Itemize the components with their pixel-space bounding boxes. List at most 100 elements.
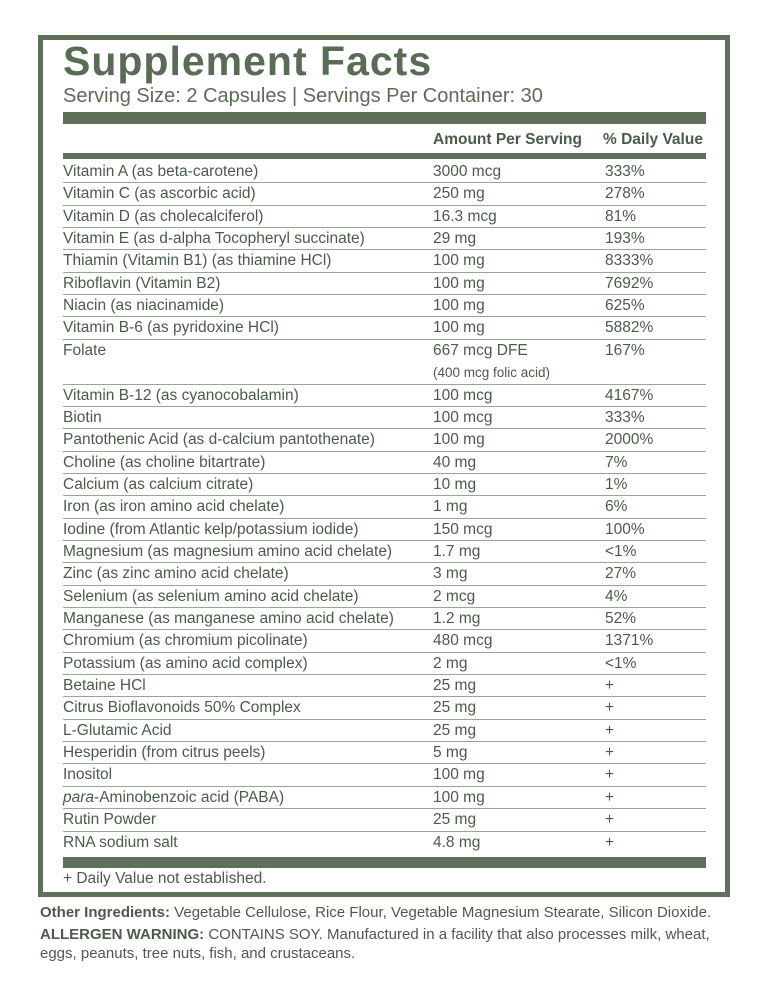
nutrient-name: Potassium (as amino acid complex) <box>63 655 308 673</box>
name-text: Calcium (as calcium citrate) <box>63 475 254 493</box>
title: Supplement Facts <box>63 38 433 84</box>
header-bar <box>63 153 706 159</box>
nutrient-name: Zinc (as zinc amino acid chelate) <box>63 565 289 583</box>
row-separator <box>63 808 706 810</box>
daily-value: 167% <box>605 341 645 359</box>
name-text: Vitamin D (as cholecalciferol) <box>63 207 264 225</box>
nutrient-name: Rutin Powder <box>63 811 156 829</box>
amount: 40 mg <box>433 453 477 471</box>
daily-value: 52% <box>605 610 637 627</box>
nutrient-name: Vitamin B-12 (as cyanocobalamin) <box>63 387 299 405</box>
daily-value: + <box>605 721 615 739</box>
name-text: Manganese (as manganese amino acid chela… <box>63 610 394 627</box>
italic-prefix: para <box>63 788 95 806</box>
row-separator <box>63 495 706 497</box>
nutrient-name: Inositol <box>63 766 112 784</box>
nutrient-name: Calcium (as calcium citrate) <box>63 476 253 494</box>
nutrient-name: Iron (as iron amino acid chelate) <box>63 498 284 516</box>
nutrient-name: Betaine HCl <box>63 677 146 695</box>
row-separator <box>63 629 706 631</box>
daily-value: 4% <box>605 587 628 605</box>
text: Vegetable Cellulose, Rice Flour, Vegetab… <box>174 904 712 921</box>
facts-box <box>38 35 730 897</box>
name-text: Vitamin C (as ascorbic acid) <box>63 185 256 203</box>
row-separator <box>63 338 706 340</box>
name-text: Rutin Powder <box>63 811 157 829</box>
name-text: Potassium (as amino acid complex) <box>63 654 308 672</box>
row-separator <box>63 539 706 541</box>
amount: 100 mcg <box>433 386 493 404</box>
nutrient-name: Biotin <box>63 409 102 427</box>
nutrient-name: Manganese (as manganese amino acid chela… <box>63 610 394 628</box>
name-text: Iodine (from Atlantic kelp/potassium iod… <box>63 520 359 538</box>
row-separator <box>63 741 706 743</box>
nutrient-name: Chromium (as chromium picolinate) <box>63 632 308 650</box>
amount: 25 mg <box>433 677 477 695</box>
nutrient-name: Magnesium (as magnesium amino acid chela… <box>63 543 392 561</box>
daily-value: 193% <box>605 230 645 248</box>
row-separator <box>63 182 706 184</box>
row-separator <box>63 316 706 318</box>
name-text: Vitamin B-6 (as pyridoxine HCl) <box>63 319 279 337</box>
daily-value: 333% <box>605 408 645 426</box>
daily-value: 7% <box>605 453 628 471</box>
amount: 3000 mcg <box>433 163 502 180</box>
name-text: Thiamin (Vitamin B1) (as thiamine HCl) <box>63 252 332 270</box>
name-text: Hesperidin (from citrus peels) <box>63 744 266 762</box>
nutrient-name: Pantothenic Acid (as d-calcium pantothen… <box>63 431 375 449</box>
allergen-warning: ALLERGEN WARNING: CONTAINS SOY. Manufact… <box>40 925 720 963</box>
row-separator <box>63 517 706 519</box>
nutrient-name: Vitamin A (as beta-carotene) <box>63 163 258 181</box>
name-text: Zinc (as zinc amino acid chelate) <box>63 565 289 583</box>
name-text: Vitamin B-12 (as cyanocobalamin) <box>63 386 299 404</box>
daily-value: + <box>605 811 615 829</box>
daily-value: <1% <box>605 654 637 672</box>
row-separator <box>63 294 706 296</box>
amount: 10 mg <box>433 475 477 493</box>
text: CONTAINS SOY. Manufactured in a facility… <box>40 926 710 962</box>
amount: 2 mg <box>433 654 468 672</box>
amount: 29 mg <box>433 230 477 248</box>
row-separator <box>63 718 706 720</box>
daily-value: <1% <box>605 542 637 560</box>
amount: 2 mcg <box>433 587 476 605</box>
nutrient-name: Folate <box>63 342 106 360</box>
daily-value: + <box>605 744 615 762</box>
name-text: Vitamin A (as beta-carotene) <box>63 163 259 180</box>
amount: 667 mcg DFE <box>433 341 528 359</box>
row-separator <box>63 785 706 787</box>
name-text: Magnesium (as magnesium amino acid chela… <box>63 542 393 560</box>
row-separator <box>63 607 706 608</box>
amount: 16.3 mcg <box>433 207 497 225</box>
daily-value: 27% <box>605 565 637 583</box>
amount: 1.7 mg <box>433 542 481 560</box>
name-text: RNA sodium salt <box>63 833 178 851</box>
name-text: Iron (as iron amino acid chelate) <box>63 498 285 516</box>
daily-value: 5882% <box>605 319 654 337</box>
amount: 25 mg <box>433 699 477 717</box>
daily-value: 4167% <box>605 386 654 404</box>
row-separator <box>63 204 706 206</box>
nutrient-name: Vitamin B-6 (as pyridoxine HCl) <box>63 319 279 337</box>
name-text: Vitamin E (as d-alpha Tocopheryl succina… <box>63 230 365 248</box>
thick-bar <box>63 112 706 124</box>
nutrient-name: Iodine (from Atlantic kelp/potassium iod… <box>63 521 359 539</box>
amount: 250 mg <box>433 185 485 203</box>
amount: 25 mg <box>433 721 477 739</box>
amount: 100 mg <box>433 297 485 315</box>
name-text: L-Glutamic Acid <box>63 721 172 739</box>
amount: 100 mg <box>433 252 485 270</box>
nutrient-name: Choline (as choline bitartrate) <box>63 454 265 472</box>
row-separator <box>63 450 706 452</box>
label: ALLERGEN WARNING: <box>40 926 205 943</box>
row-separator <box>63 562 706 564</box>
row-separator <box>63 830 706 832</box>
row-separator <box>63 674 706 676</box>
amount: 100 mg <box>433 788 485 806</box>
nutrient-name: Vitamin E (as d-alpha Tocopheryl succina… <box>63 230 365 248</box>
nutrient-name: Vitamin C (as ascorbic acid) <box>63 185 256 203</box>
row-separator <box>63 763 706 765</box>
name-text: Chromium (as chromium picolinate) <box>63 632 308 650</box>
row-separator <box>63 584 706 586</box>
